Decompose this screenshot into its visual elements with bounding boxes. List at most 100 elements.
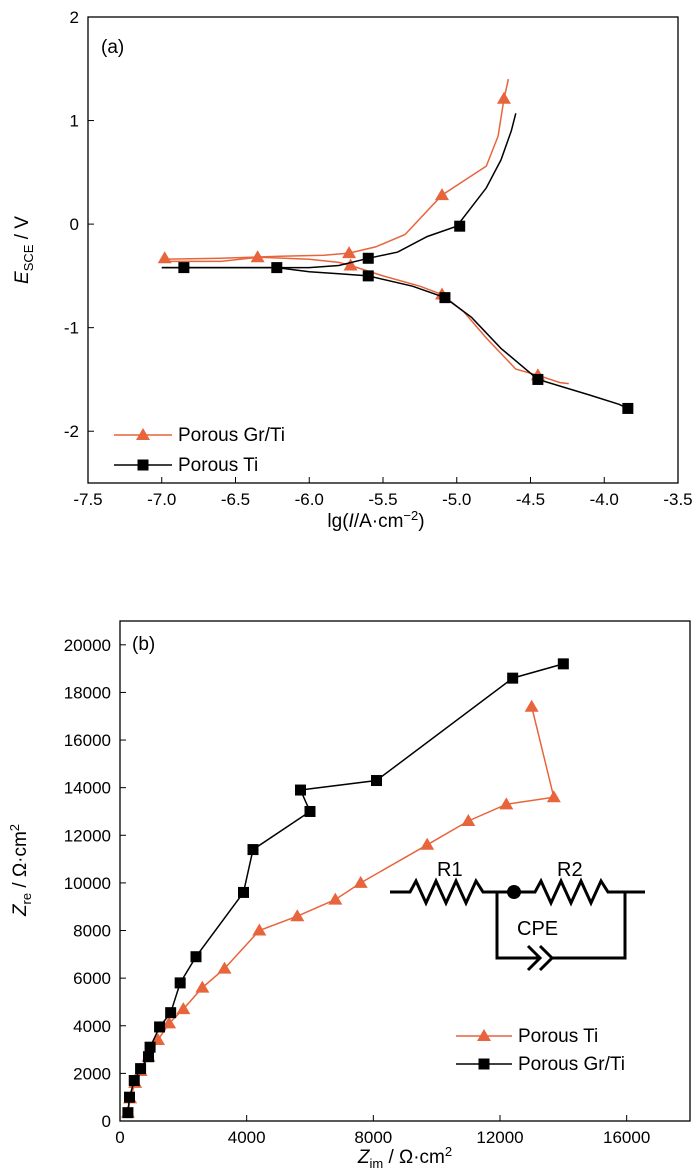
panel-b-porous-gr-ti-marker bbox=[165, 1007, 177, 1019]
panel-b-y-tick-label: 18000 bbox=[64, 683, 111, 702]
panel-b-x-tick-label: 4000 bbox=[228, 1128, 266, 1147]
panel-a-porous-gr-ti-marker bbox=[496, 91, 511, 104]
panel-b-porous-gr-ti-marker bbox=[124, 1091, 135, 1103]
panel-a-porous-ti-marker bbox=[439, 292, 451, 304]
panel-b-y-axis-title: Zre / Ω·cm2 bbox=[7, 824, 34, 917]
panel-a-x-tick-label: -5.0 bbox=[442, 490, 471, 509]
panel-a-porous-gr-ti-marker bbox=[435, 188, 449, 201]
panel-a-y-axis-title: ESCE / V bbox=[12, 216, 36, 284]
panel-b-x-axis-title: Zim / Ω·cm2 bbox=[357, 1144, 452, 1171]
panel-b-porous-gr-ti-marker bbox=[507, 672, 519, 684]
panel-a-porous-ti-marker bbox=[362, 270, 374, 282]
panel-a-y-tick-label: 2 bbox=[70, 8, 79, 27]
panel-a-x-tick-label: -7.5 bbox=[73, 490, 102, 509]
panel-b-legend: Porous Ti Porous Gr/Ti bbox=[456, 1026, 625, 1075]
panel-b-porous-gr-ti-line bbox=[127, 663, 564, 1113]
panel-a-porous-ti-marker bbox=[362, 252, 374, 264]
panel-b-porous-ti-marker bbox=[461, 814, 476, 826]
legend-a-gr-triangle bbox=[136, 428, 150, 440]
panel-a-porous-ti-marker bbox=[532, 373, 544, 385]
legend-b-gr-label: Porous Gr/Ti bbox=[518, 1054, 625, 1075]
circuit-cpe-right-wire bbox=[552, 892, 627, 960]
panel-b-porous-gr-ti-marker bbox=[144, 1041, 156, 1053]
panel-b-y-tick-label: 6000 bbox=[73, 969, 111, 988]
panel-a-x-tick-label: -5.5 bbox=[368, 490, 397, 509]
circuit-r1-label: R1 bbox=[437, 859, 463, 881]
panel-a-x-tick-label: -4.0 bbox=[590, 490, 619, 509]
panel-b-y-tick-label: 2000 bbox=[73, 1064, 111, 1083]
panel-b-porous-ti-marker bbox=[420, 837, 435, 850]
panel-b-y-tick-label: 14000 bbox=[64, 779, 111, 798]
panel-a-y-tick-label: -1 bbox=[64, 319, 79, 338]
panel-a-porous-ti-marker bbox=[622, 402, 634, 414]
panel-b-porous-gr-ti-marker bbox=[371, 775, 382, 787]
panel-b-porous-ti-marker bbox=[546, 790, 561, 803]
panel-a-legend: Porous Gr/Ti Porous Ti bbox=[114, 425, 285, 476]
panel-a-x-tick-label: -4.5 bbox=[516, 490, 545, 509]
panel-a-x-tick-label: -6.0 bbox=[295, 490, 324, 509]
panel-b-porous-gr-ti-marker bbox=[174, 977, 186, 989]
panel-a-x-ticks: -7.5 -7.0 -6.5 -6.0 -5.5 -5.0 -4.5 -4.0 -3.5 bbox=[73, 477, 693, 509]
panel-b-porous-ti-line bbox=[127, 706, 555, 1113]
panel-a-x-tick-label: -6.5 bbox=[221, 490, 250, 509]
panel-b-y-tick-label: 4000 bbox=[73, 1017, 111, 1036]
panel-a-y-tick-label: -2 bbox=[64, 422, 79, 441]
panel-a-porous-ti-branch-2 bbox=[161, 266, 629, 410]
panel-b-x-tick-label: 16000 bbox=[603, 1128, 650, 1147]
panel-b-y-tick-label: 10000 bbox=[64, 874, 111, 893]
equivalent-circuit: R1 R2 CPE bbox=[390, 859, 645, 972]
panel-b-porous-gr-ti-marker bbox=[154, 1021, 166, 1033]
panel-b-porous-ti-marker bbox=[290, 909, 305, 922]
legend-a-ti-square bbox=[137, 459, 149, 471]
panel-a-porous-ti-branch-1 bbox=[161, 113, 517, 269]
panel-b-x-tick-label: 8000 bbox=[354, 1128, 392, 1147]
panel-b-y-tick-label: 20000 bbox=[64, 636, 111, 655]
panel-a-porous-ti-marker bbox=[454, 220, 466, 232]
panel-a-y-tick-label: 0 bbox=[70, 215, 79, 234]
panel-b-porous-ti-marker bbox=[252, 923, 267, 936]
panel-b-porous-gr-ti-marker bbox=[247, 844, 259, 856]
panel-a-porous-gr-ti-branch-1 bbox=[161, 78, 510, 261]
circuit-r1 bbox=[390, 877, 514, 907]
panel-b-porous-gr-ti-marker bbox=[128, 1075, 140, 1087]
panel-b-x-ticks: 0 4000 8000 12000 16000 bbox=[115, 1115, 650, 1147]
panel-b-y-tick-label: 12000 bbox=[64, 826, 111, 845]
panel-a-label: (a) bbox=[101, 37, 124, 58]
panel-b: 0 4000 8000 12000 16000 0 2000 4000 6000 8000 100… bbox=[7, 620, 691, 1171]
panel-a-series bbox=[157, 78, 634, 414]
panel-b-porous-ti-marker bbox=[524, 699, 539, 712]
panel-a-porous-ti-marker bbox=[178, 262, 190, 274]
panel-b-porous-ti-marker bbox=[195, 980, 210, 993]
panel-b-porous-gr-ti-marker bbox=[295, 784, 306, 796]
panel-b-porous-gr-ti-marker bbox=[122, 1107, 134, 1119]
panel-a-porous-ti-marker bbox=[271, 262, 283, 274]
panel-a-porous-gr-ti-marker bbox=[250, 250, 265, 263]
panel-b-x-tick-label: 0 bbox=[115, 1128, 124, 1147]
panel-b-porous-ti-marker bbox=[176, 1002, 191, 1015]
panel-a-y-tick-label: 1 bbox=[70, 112, 79, 131]
panel-b-y-tick-label: 16000 bbox=[64, 731, 111, 750]
panel-a-porous-gr-ti-marker bbox=[157, 251, 172, 264]
legend-b-ti-label: Porous Ti bbox=[518, 1026, 598, 1047]
legend-b-gr-square bbox=[478, 1058, 490, 1070]
panel-a-x-tick-label: -7.0 bbox=[147, 490, 176, 509]
legend-b-ti-triangle bbox=[477, 1029, 491, 1041]
panel-a-x-axis-title: lg(I/A·cm−2) bbox=[327, 508, 424, 532]
panel-b-y-ticks: 0 2000 4000 6000 8000 10000 12000 14000 16000 180… bbox=[64, 636, 126, 1131]
circuit-cpe-label: CPE bbox=[517, 918, 558, 940]
panel-a-x-tick-label: -3.5 bbox=[663, 490, 692, 509]
panel-b-y-tick-label: 8000 bbox=[73, 922, 111, 941]
panel-b-porous-ti-marker bbox=[162, 1016, 177, 1029]
legend-a-ti-label: Porous Ti bbox=[178, 455, 258, 476]
panel-b-porous-gr-ti-marker bbox=[190, 951, 202, 963]
panel-a-porous-gr-ti-marker bbox=[343, 258, 358, 271]
panel-a-frame bbox=[87, 16, 679, 484]
legend-a-gr-label: Porous Gr/Ti bbox=[178, 425, 285, 446]
panel-a-porous-gr-ti-marker bbox=[342, 246, 357, 259]
panel-b-porous-ti-marker bbox=[353, 875, 368, 888]
panel-b-porous-gr-ti-marker bbox=[238, 886, 249, 898]
panel-a: -7.5 -7.0 -6.5 -6.0 -5.5 -5.0 -4.5 -4.0 -3.5 -2 -… bbox=[12, 8, 693, 532]
panel-b-y-tick-label: 0 bbox=[102, 1112, 111, 1131]
panel-b-porous-ti-marker bbox=[328, 892, 343, 905]
